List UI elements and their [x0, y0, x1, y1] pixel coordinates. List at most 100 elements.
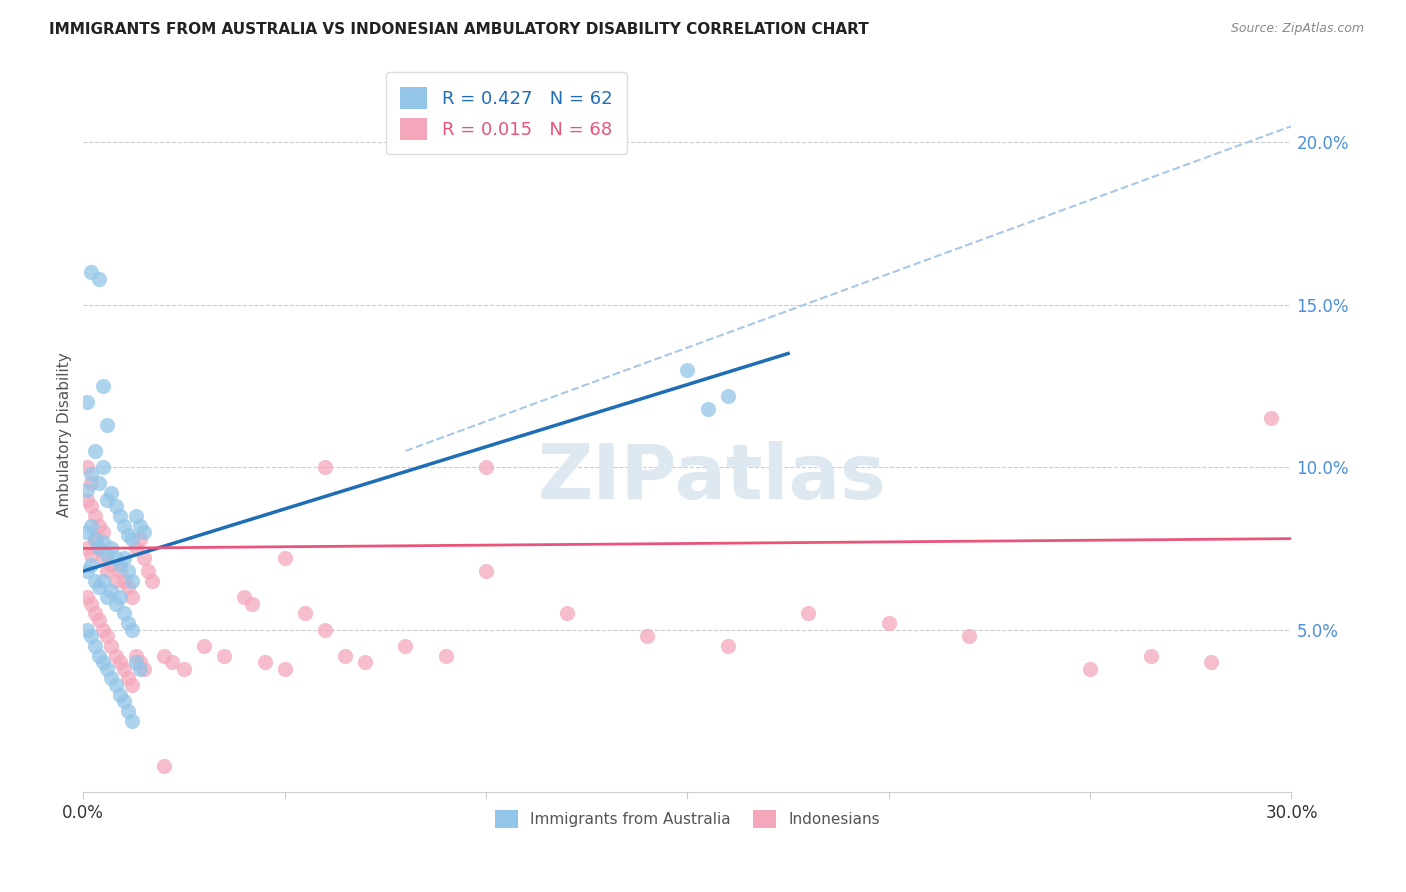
Point — [121, 678, 143, 692]
Point — [108, 590, 131, 604]
Point — [96, 548, 118, 562]
Point — [193, 639, 215, 653]
Point — [117, 671, 139, 685]
Point — [294, 607, 316, 621]
Point — [717, 389, 740, 403]
Point — [636, 629, 658, 643]
Point — [475, 564, 498, 578]
Point — [84, 532, 107, 546]
Point — [80, 629, 103, 643]
Point — [89, 580, 111, 594]
Point — [108, 508, 131, 523]
Point — [121, 623, 143, 637]
Point — [76, 395, 98, 409]
Point — [76, 525, 98, 540]
Point — [121, 574, 143, 588]
Point — [108, 558, 131, 572]
Point — [80, 265, 103, 279]
Point — [108, 564, 131, 578]
Text: ZIPatlas: ZIPatlas — [537, 441, 886, 515]
Point — [124, 655, 146, 669]
Point — [108, 655, 131, 669]
Point — [132, 551, 155, 566]
Point — [89, 541, 111, 556]
Point — [104, 678, 127, 692]
Point — [96, 564, 118, 578]
Point — [1078, 661, 1101, 675]
Point — [76, 590, 98, 604]
Point — [112, 694, 135, 708]
Point — [128, 655, 150, 669]
Point — [93, 551, 115, 566]
Point — [173, 661, 195, 675]
Point — [93, 623, 115, 637]
Point — [132, 661, 155, 675]
Point — [124, 648, 146, 663]
Point — [100, 583, 122, 598]
Point — [797, 607, 820, 621]
Point — [80, 467, 103, 481]
Point — [104, 574, 127, 588]
Point — [434, 648, 457, 663]
Point — [96, 629, 118, 643]
Point — [160, 655, 183, 669]
Point — [84, 532, 107, 546]
Point — [80, 518, 103, 533]
Point — [93, 525, 115, 540]
Point — [717, 639, 740, 653]
Point — [80, 548, 103, 562]
Point — [76, 483, 98, 497]
Point — [314, 460, 336, 475]
Y-axis label: Ambulatory Disability: Ambulatory Disability — [58, 352, 72, 517]
Point — [128, 661, 150, 675]
Point — [121, 532, 143, 546]
Point — [93, 534, 115, 549]
Point — [93, 574, 115, 588]
Point — [212, 648, 235, 663]
Point — [253, 655, 276, 669]
Point — [96, 590, 118, 604]
Point — [104, 499, 127, 513]
Point — [93, 379, 115, 393]
Point — [89, 541, 111, 556]
Point — [80, 499, 103, 513]
Point — [89, 613, 111, 627]
Point — [957, 629, 980, 643]
Point — [84, 574, 107, 588]
Point — [128, 532, 150, 546]
Point — [112, 661, 135, 675]
Point — [84, 508, 107, 523]
Point — [124, 541, 146, 556]
Point — [1199, 655, 1222, 669]
Point — [89, 272, 111, 286]
Point — [676, 363, 699, 377]
Point — [84, 639, 107, 653]
Point — [100, 639, 122, 653]
Point — [141, 574, 163, 588]
Point — [273, 551, 295, 566]
Point — [96, 661, 118, 675]
Point — [117, 580, 139, 594]
Point — [84, 607, 107, 621]
Point — [76, 492, 98, 507]
Point — [128, 518, 150, 533]
Point — [117, 564, 139, 578]
Point — [80, 597, 103, 611]
Text: IMMIGRANTS FROM AUSTRALIA VS INDONESIAN AMBULATORY DISABILITY CORRELATION CHART: IMMIGRANTS FROM AUSTRALIA VS INDONESIAN … — [49, 22, 869, 37]
Point — [475, 460, 498, 475]
Point — [1139, 648, 1161, 663]
Point — [112, 551, 135, 566]
Point — [84, 444, 107, 458]
Point — [112, 518, 135, 533]
Point — [93, 655, 115, 669]
Point — [76, 460, 98, 475]
Legend: Immigrants from Australia, Indonesians: Immigrants from Australia, Indonesians — [488, 804, 886, 834]
Point — [877, 616, 900, 631]
Point — [1260, 411, 1282, 425]
Point — [233, 590, 256, 604]
Point — [117, 616, 139, 631]
Point — [153, 759, 176, 773]
Point — [100, 486, 122, 500]
Point — [354, 655, 377, 669]
Text: Source: ZipAtlas.com: Source: ZipAtlas.com — [1230, 22, 1364, 36]
